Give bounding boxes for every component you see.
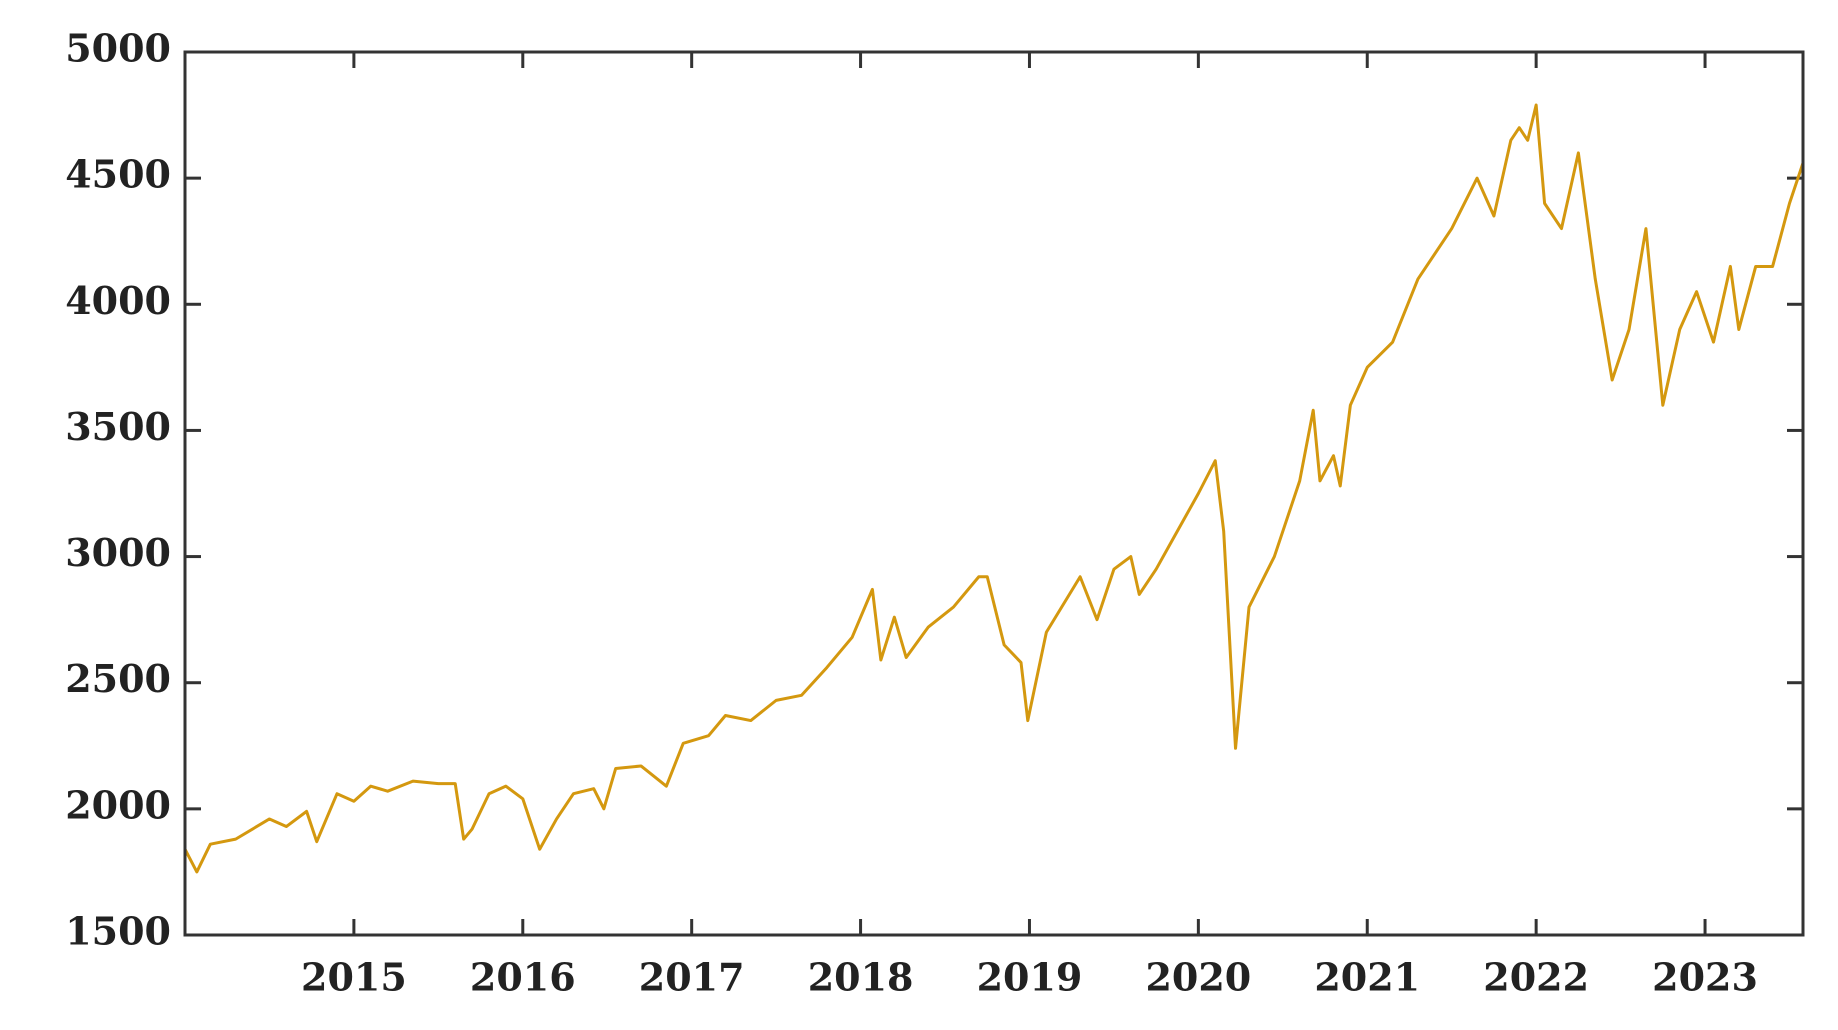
x-tick-label: 2016 xyxy=(470,955,576,1000)
y-tick-label: 3000 xyxy=(65,530,171,575)
x-tick-label: 2021 xyxy=(1314,955,1420,1000)
y-tick-label: 4500 xyxy=(65,152,171,197)
x-tick-label: 2019 xyxy=(977,955,1083,1000)
x-tick-label: 2018 xyxy=(808,955,914,1000)
x-tick-label: 2015 xyxy=(301,955,407,1000)
x-tick-label: 2017 xyxy=(639,955,745,1000)
x-tick-label: 2023 xyxy=(1652,955,1758,1000)
y-tick-label: 5000 xyxy=(65,26,171,71)
x-tick-label: 2020 xyxy=(1145,955,1251,1000)
x-tick-label: 2022 xyxy=(1483,955,1589,1000)
y-tick-label: 1500 xyxy=(65,909,171,954)
y-tick-label: 2000 xyxy=(65,782,171,827)
y-tick-label: 4000 xyxy=(65,278,171,323)
plot-frame xyxy=(183,50,1805,937)
y-tick-label: 3500 xyxy=(65,404,171,449)
y-tick-label: 2500 xyxy=(65,656,171,701)
price-line xyxy=(183,103,1805,874)
